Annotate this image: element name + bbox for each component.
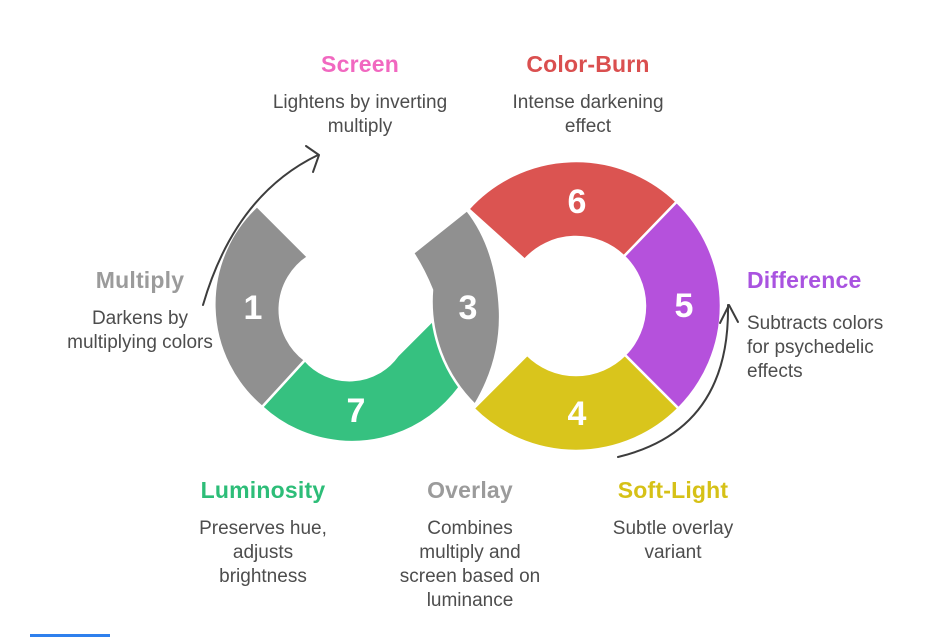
difference-title: Difference — [747, 267, 862, 293]
soft-light-title: Soft-Light — [617, 477, 729, 503]
segment-number-5: 5 — [675, 287, 694, 325]
flow-arrowhead-left-icon — [305, 145, 320, 173]
segment-number-6: 6 — [568, 183, 587, 221]
flow-arrowhead-right-icon — [719, 304, 739, 324]
label-overlay: Overlay Combines multiply and screen bas… — [355, 476, 585, 613]
multiply-title: Multiply — [95, 267, 185, 293]
multiply-description: Darkens by multiplying colors — [67, 308, 213, 353]
flow-arrow-right — [617, 304, 730, 458]
label-soft-light: Soft-Light Subtle overlay variant — [558, 476, 788, 565]
color-burn-title: Color-Burn — [526, 51, 650, 77]
label-difference: Difference Subtracts colors for psychede… — [747, 266, 917, 384]
label-color-burn: Color-Burn Intense darkening effect — [473, 50, 703, 139]
blue-accent-bar — [30, 634, 110, 637]
overlay-title: Overlay — [427, 477, 513, 503]
segment-4-softlight-shape — [472, 353, 680, 453]
segment-number-7: 7 — [347, 392, 366, 430]
segment-5-difference-shape — [622, 200, 723, 410]
luminosity-title: Luminosity — [200, 477, 326, 503]
segment-number-1: 1 — [244, 289, 263, 327]
label-screen: Screen Lightens by inverting multiply — [245, 50, 475, 139]
label-multiply: Multiply Darkens by multiplying colors — [25, 266, 255, 355]
label-luminosity: Luminosity Preserves hue, adjusts bright… — [148, 476, 378, 589]
color-burn-description: Intense darkening effect — [512, 92, 664, 137]
segment-3-overlay-shape — [411, 208, 502, 407]
segment-6-colorburn-shape — [467, 159, 678, 262]
luminosity-description: Preserves hue, adjusts brightness — [199, 518, 327, 587]
segment-number-3: 3 — [459, 289, 478, 327]
screen-title: Screen — [321, 51, 399, 77]
screen-description: Lightens by inverting multiply — [272, 92, 448, 137]
segment-number-4: 4 — [568, 395, 587, 433]
difference-description: Subtracts colors for psychedelic effects — [747, 313, 884, 382]
flow-arrow-left — [202, 154, 319, 306]
segment-1-multiply-shape — [213, 204, 310, 409]
soft-light-description: Subtle overlay variant — [612, 518, 734, 563]
overlay-description: Combines multiply and screen based on lu… — [399, 518, 541, 611]
